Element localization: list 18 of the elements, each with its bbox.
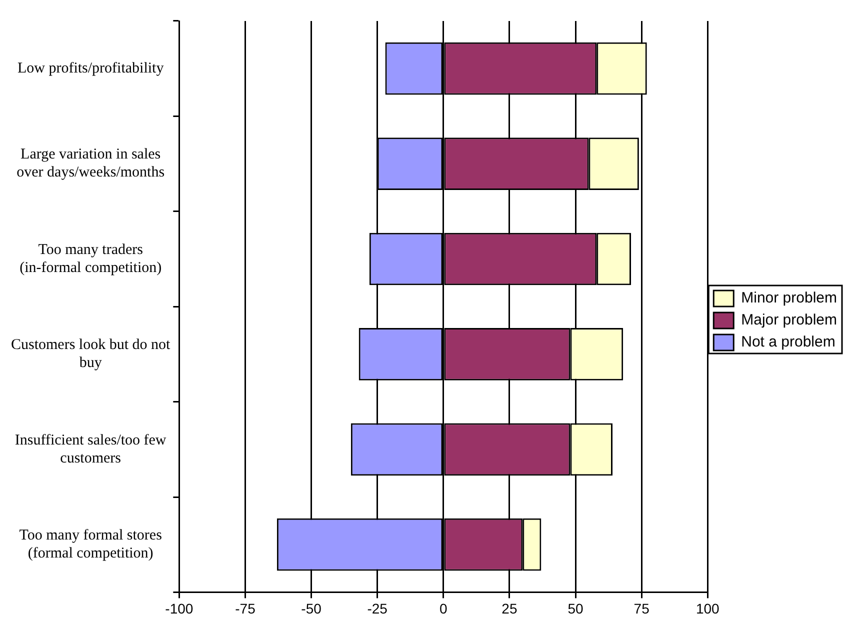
- y-tick-label: Large variation in sales over days/weeks/months: [16, 146, 165, 181]
- x-tick-label: 75: [634, 600, 650, 616]
- x-tick-label: 100: [696, 600, 720, 616]
- legend-label: Not a problem: [741, 334, 836, 351]
- legend-label: Minor problem: [741, 290, 838, 307]
- y-tick-label: Insufficient sales/too few customers: [14, 432, 166, 466]
- x-tick-label: 0: [440, 600, 448, 616]
- y-tick-label: Customers look but do not buy: [11, 337, 171, 372]
- legend-label: Major problem: [741, 312, 838, 329]
- y-tick-label: Low profits/profitability: [17, 60, 164, 77]
- x-tick-label: 50: [568, 600, 584, 616]
- y-tick-label: Too many traders (in-formal competition): [20, 242, 162, 276]
- x-tick-label: -75: [235, 600, 256, 616]
- x-tick-label: 25: [502, 600, 518, 616]
- y-tick-label: Too many formal stores (formal competition): [19, 528, 162, 562]
- x-tick-label: -100: [165, 600, 194, 616]
- x-tick-label: -25: [367, 600, 388, 616]
- x-tick-label: -50: [301, 600, 322, 616]
